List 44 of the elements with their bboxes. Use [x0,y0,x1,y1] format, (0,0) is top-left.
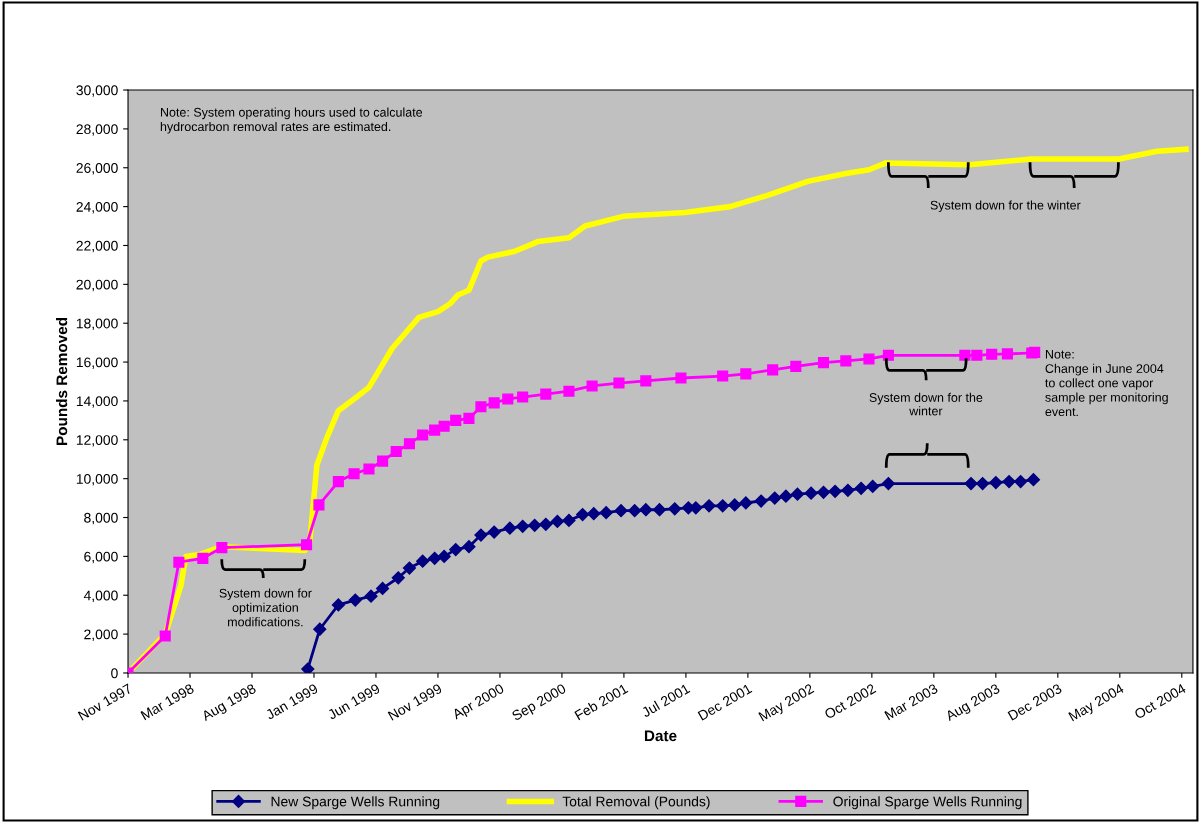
y-tick-label: 6,000 [84,551,118,564]
x-tick-label: Aug 2003 [944,683,1002,724]
annotation: Note: Change in June 2004 to collect one vapor sample per monitoring event. [1045,349,1168,417]
x-tick-label: May 2002 [758,683,816,724]
annotation: System down for optimization modifications. [219,588,312,627]
x-axis-title: Date [644,730,677,742]
x-tick-label: Oct 2002 [823,683,877,720]
y-tick-label: 22,000 [76,240,118,253]
x-tick-label: Sep 2000 [511,683,568,724]
x-tick-label: Feb 2001 [574,683,629,721]
y-tick-label: 18,000 [76,318,118,331]
y-tick-label: 10,000 [76,473,118,486]
y-axis-title: Pounds Removed [56,317,68,445]
x-tick-label: May 2004 [1068,683,1126,724]
x-tick-label: Aug 1998 [200,683,258,724]
legend-label: Total Removal (Pounds) [562,796,710,810]
x-tick-label: Jul 2001 [640,683,691,718]
legend-label: Original Sparge Wells Running [833,796,1022,810]
y-tick-label: 12,000 [76,435,118,447]
y-tick-label: 8,000 [84,512,118,525]
x-tick-label: Dec 2001 [697,683,753,721]
x-tick-label: Nov 1999 [387,683,443,721]
y-tick-label: 28,000 [76,124,118,136]
x-tick-label: Jun 1999 [326,683,381,720]
x-tick-label: Jan 1999 [264,683,319,720]
y-tick-label: 24,000 [76,201,118,214]
y-tick-label: 16,000 [76,357,118,369]
y-tick-label: 2,000 [84,629,118,641]
annotation: System down for the winter [930,200,1081,213]
y-tick-label: 20,000 [76,279,118,292]
x-tick-label: Oct 2004 [1133,683,1187,720]
y-tick-label: 26,000 [76,163,118,175]
x-tick-label: Mar 1998 [140,683,195,721]
annotation: System down for the winter [869,392,983,416]
y-tick-label: 0 [111,668,118,679]
x-tick-label: Apr 2000 [451,683,506,723]
x-tick-label: Mar 2003 [884,683,939,721]
y-tick-label: 4,000 [83,590,118,603]
x-tick-label: Nov 1997 [77,683,133,721]
x-tick-label: Dec 2003 [1007,683,1063,721]
legend-label: New Sparge Wells Running [271,796,440,810]
y-tick-label: 30,000 [76,85,118,97]
annotation: Note: System operating hours used to calculate hydrocarbon removal rates are estimated. [160,107,423,134]
y-tick-label: 14,000 [76,396,118,408]
